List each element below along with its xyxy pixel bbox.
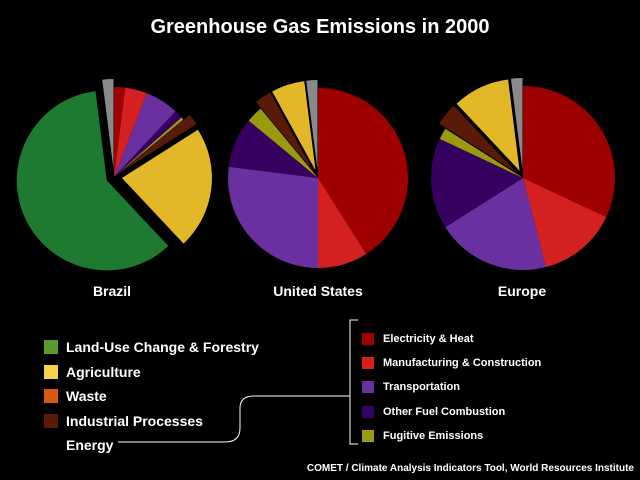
slice-brazil-industrial xyxy=(120,114,197,173)
pie-europe xyxy=(431,78,615,270)
slice-brazil-land-use xyxy=(16,91,169,271)
slice-europe-manufacturing xyxy=(523,178,607,268)
slice-europe-agriculture xyxy=(456,79,520,171)
slice-brazil-other-fuel xyxy=(114,111,182,177)
legend-energy-breakdown: Electricity & Heat Manufacturing & Const… xyxy=(362,327,541,448)
slice-europe-transportation xyxy=(445,178,546,270)
slice-united-states-other-fuel xyxy=(228,120,318,178)
legend-item-waste: Waste xyxy=(44,384,259,409)
legend-label-waste: Waste xyxy=(66,388,107,405)
legend-swatch-agriculture xyxy=(44,364,58,379)
legend-label-industrial: Industrial Processes xyxy=(66,412,203,429)
legend-swatch-other-fuel xyxy=(362,405,374,418)
pie-label-europe: Europe xyxy=(497,283,547,299)
slice-europe-industrial xyxy=(439,105,517,173)
legend-item-transportation: Transportation xyxy=(362,375,541,399)
slice-united-states-fugitive xyxy=(248,108,318,178)
legend-label-transportation: Transportation xyxy=(383,381,461,394)
energy-bracket xyxy=(118,319,358,445)
legend-label-manufacturing: Manufacturing & Construction xyxy=(383,357,542,370)
slice-brazil-agriculture xyxy=(121,129,212,244)
slice-brazil-transportation xyxy=(114,93,176,177)
slice-united-states-transportation xyxy=(228,166,318,269)
pie-label-united-states: United States xyxy=(273,283,363,299)
slice-europe-other-fuel xyxy=(431,138,523,228)
legend-item-agriculture: Agriculture xyxy=(44,360,259,385)
legend-swatch-electricity xyxy=(362,333,374,346)
legend-main: Land-Use Change & Forestry Agriculture W… xyxy=(44,335,259,458)
pie-brazil xyxy=(16,79,212,271)
legend-label-energy: Energy xyxy=(66,437,114,454)
slice-brazil-electricity xyxy=(114,87,126,177)
pie-united-states xyxy=(228,80,409,269)
pie-label-brazil: Brazil xyxy=(92,283,132,299)
legend-swatch-transportation xyxy=(362,381,374,394)
legend-label-land-use: Land-Use Change & Forestry xyxy=(66,339,259,356)
slice-europe-waste xyxy=(510,78,523,171)
slice-united-states-waste xyxy=(306,80,318,171)
slice-europe-fugitive xyxy=(439,128,523,178)
legend-swatch-land-use xyxy=(44,340,58,355)
legend-item-manufacturing: Manufacturing & Construction xyxy=(362,351,541,375)
legend-swatch-waste xyxy=(44,389,58,404)
legend-item-industrial: Industrial Processes xyxy=(44,409,259,434)
source-credit: COMET / Climate Analysis Indicators Tool… xyxy=(306,463,634,474)
legend-item-electricity: Electricity & Heat xyxy=(362,327,541,351)
legend-label-electricity: Electricity & Heat xyxy=(383,333,474,346)
legend-label-fugitive: Fugitive Emissions xyxy=(383,429,484,442)
slice-united-states-manufacturing xyxy=(318,178,367,268)
slice-brazil-fugitive xyxy=(114,117,184,177)
slice-united-states-industrial xyxy=(256,92,314,172)
legend-item-fugitive: Fugitive Emissions xyxy=(362,424,541,448)
slice-brazil-manufacturing xyxy=(114,87,148,177)
legend-swatch-manufacturing xyxy=(362,357,374,370)
legend-item-other-fuel: Other Fuel Combustion xyxy=(362,400,541,424)
slice-united-states-agriculture xyxy=(272,81,316,171)
legend-swatch-industrial xyxy=(44,413,58,428)
slice-brazil-waste xyxy=(102,79,114,170)
legend-swatch-fugitive xyxy=(362,429,374,442)
legend-label-other-fuel: Other Fuel Combustion xyxy=(383,405,506,418)
legend-label-agriculture: Agriculture xyxy=(66,363,141,380)
legend-item-land-use: Land-Use Change & Forestry xyxy=(44,335,259,360)
slice-europe-electricity xyxy=(523,86,615,218)
chart-title: Greenhouse Gas Emissions in 2000 xyxy=(150,16,490,38)
slice-united-states-electricity xyxy=(318,88,409,254)
legend-item-energy: Energy xyxy=(44,433,259,458)
